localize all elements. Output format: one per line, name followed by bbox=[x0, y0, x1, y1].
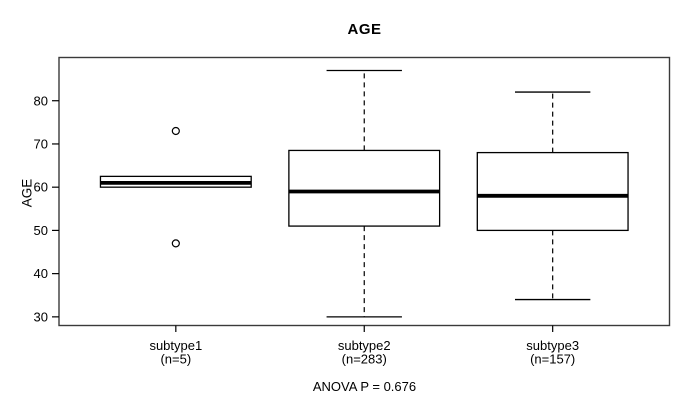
y-tick-label: 60 bbox=[34, 180, 48, 195]
y-tick-label: 50 bbox=[34, 223, 48, 238]
outlier-point bbox=[171, 239, 180, 248]
x-category-label: subtype2 bbox=[338, 338, 391, 353]
chart-title: AGE bbox=[347, 21, 382, 38]
x-category-label: subtype1 bbox=[149, 338, 202, 353]
boxplot-group-subtype1: subtype1(n=5) bbox=[99, 126, 252, 367]
x-category-label: subtype3 bbox=[526, 338, 579, 353]
iqr-box bbox=[288, 149, 441, 227]
outlier-point bbox=[171, 126, 180, 136]
y-tick-label: 30 bbox=[34, 309, 48, 324]
x-category-sublabel: (n=157) bbox=[530, 352, 575, 367]
iqr-box bbox=[476, 151, 629, 232]
boxplot-group-subtype2: subtype2(n=283) bbox=[288, 69, 441, 367]
x-category-sublabel: (n=283) bbox=[342, 352, 387, 367]
x-category-sublabel: (n=5) bbox=[160, 352, 191, 367]
y-tick-label: 80 bbox=[34, 93, 48, 108]
anova-annotation: ANOVA P = 0.676 bbox=[312, 379, 417, 394]
boxplot-group-subtype3: subtype3(n=157) bbox=[476, 91, 629, 367]
y-tick-label: 70 bbox=[34, 137, 48, 152]
y-tick-label: 40 bbox=[34, 266, 48, 281]
